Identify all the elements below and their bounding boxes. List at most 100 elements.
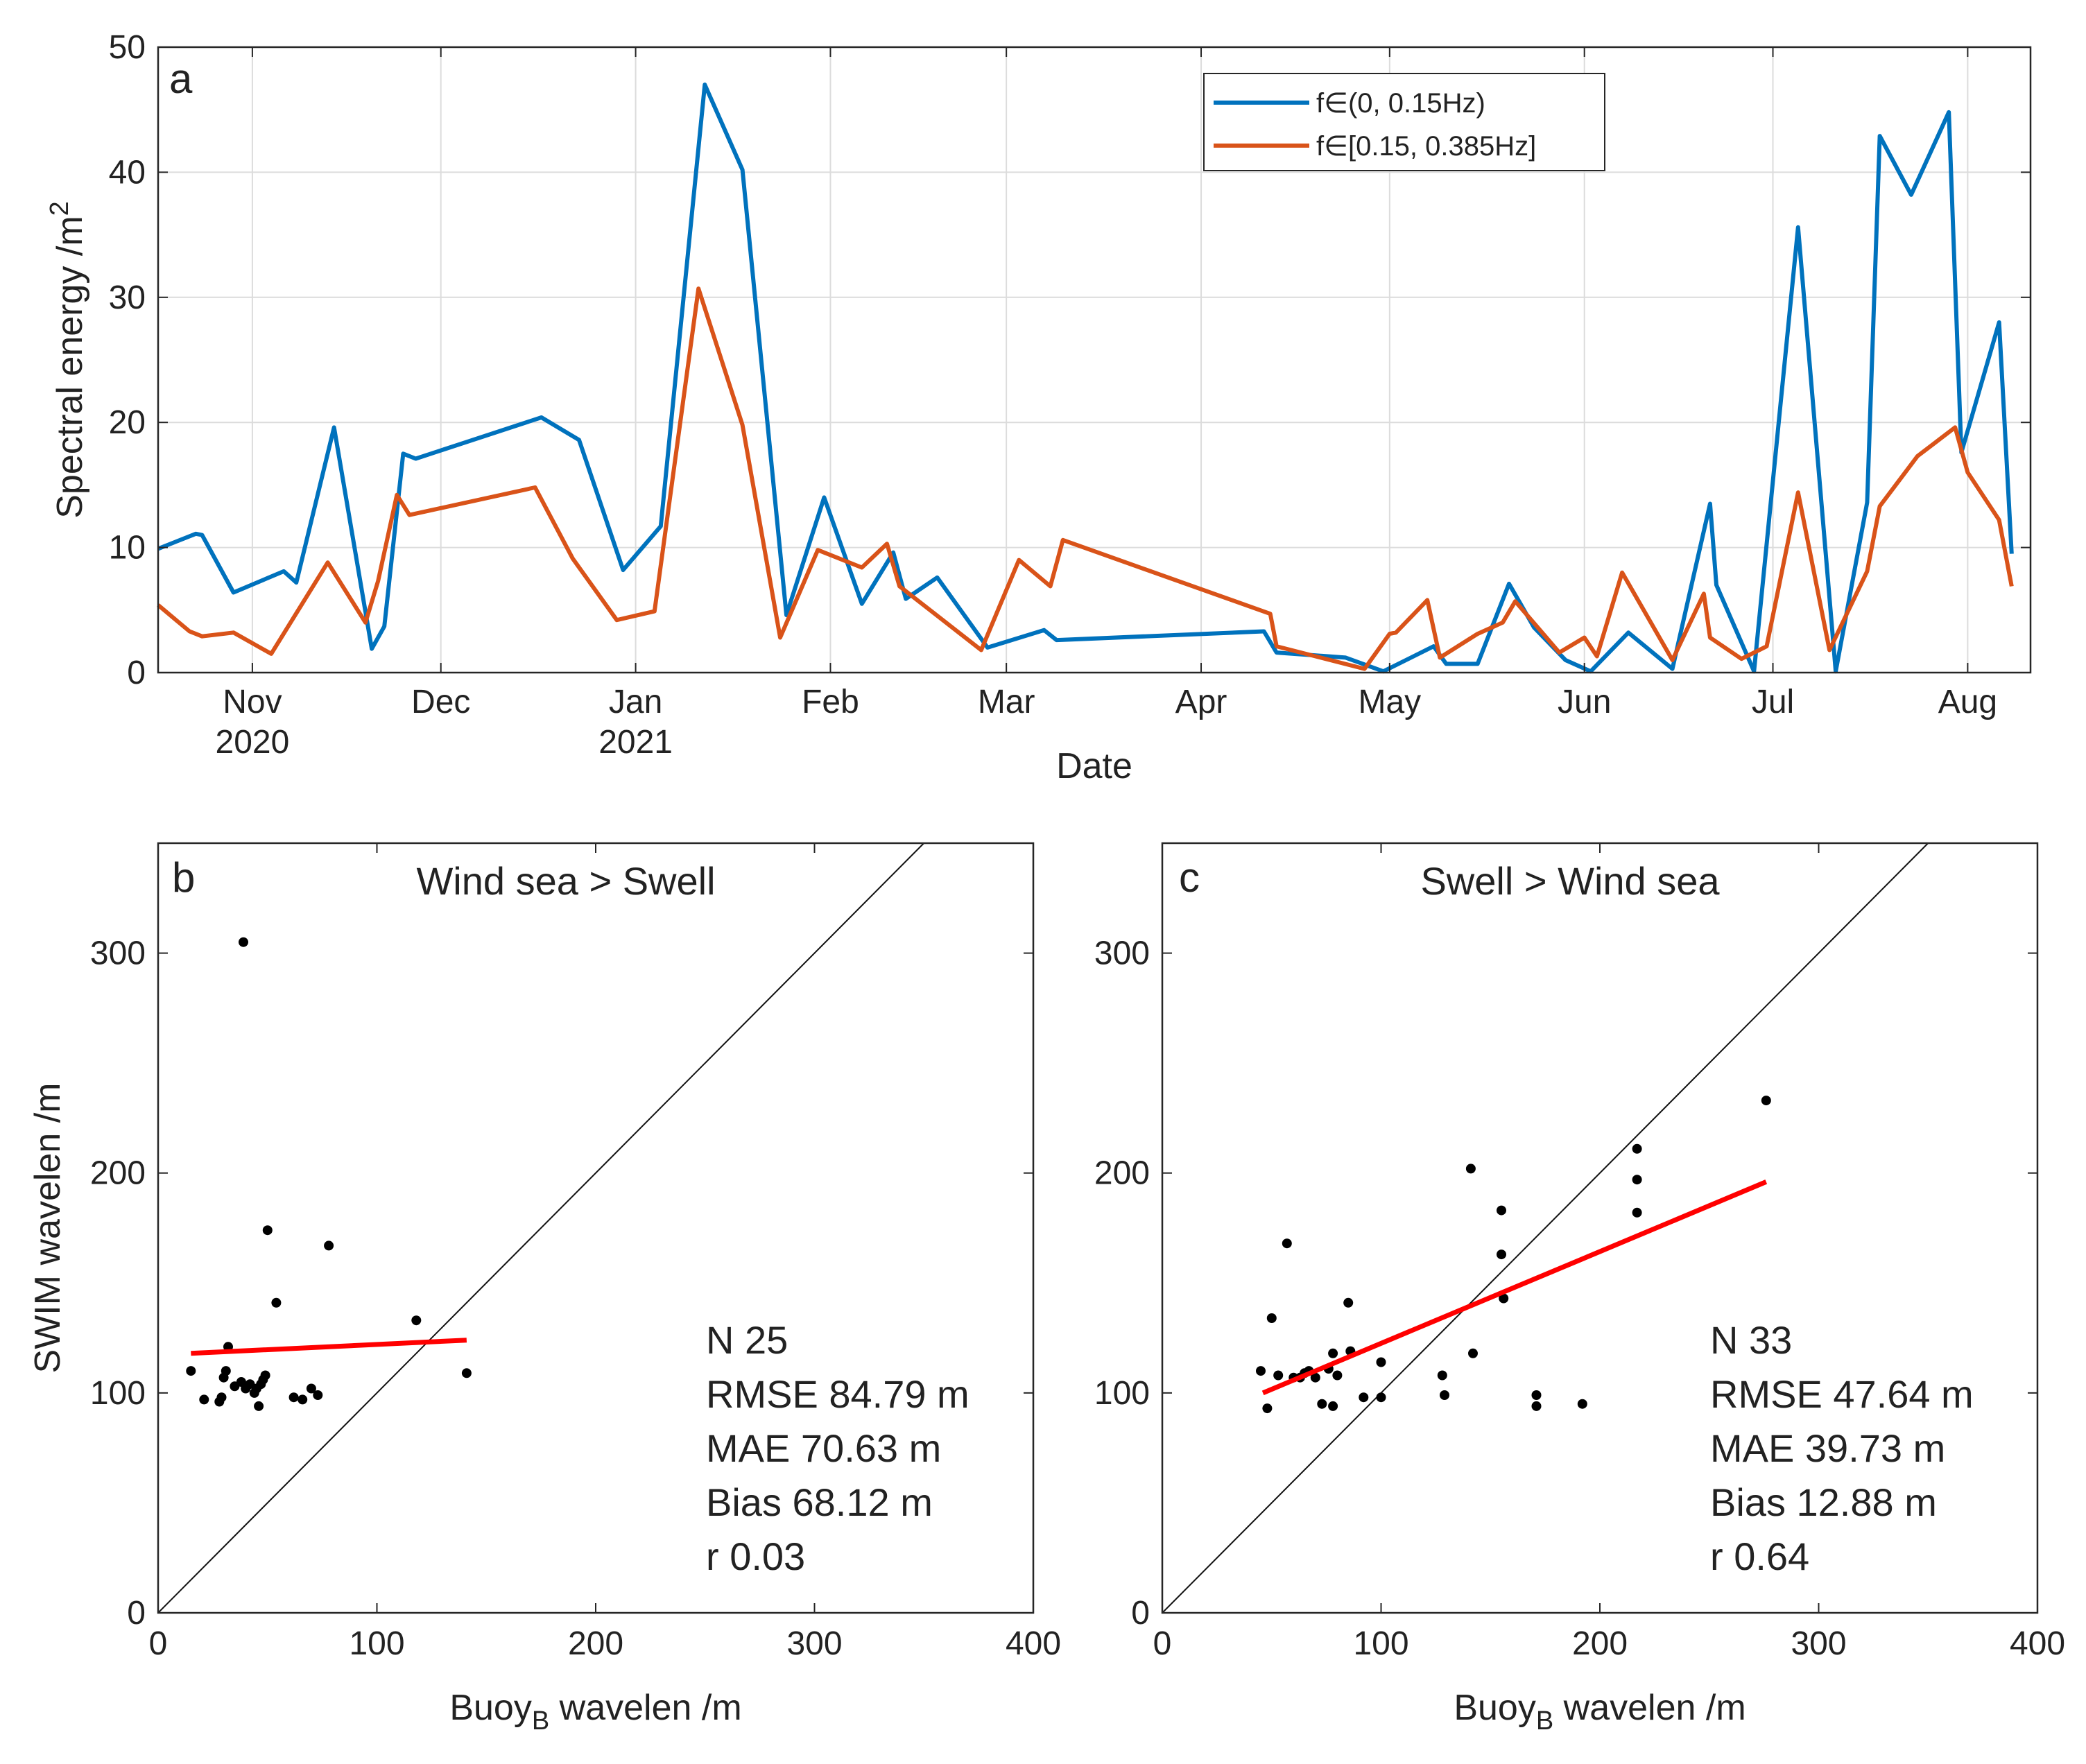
panel-b-tick-label-y: 200 bbox=[90, 1155, 146, 1192]
panel-b-tick-label-x: 400 bbox=[1006, 1625, 1061, 1662]
panel-c-ticks: 0 100 200 300 400 0 100 200 300 bbox=[1094, 843, 2065, 1662]
panel-c-scatter-point-2 bbox=[1266, 1313, 1277, 1323]
panel-b-identity-line bbox=[157, 842, 924, 1614]
panel-b-tick-label-y: 100 bbox=[90, 1375, 146, 1412]
panel-c-scatter-point-33 bbox=[1761, 1096, 1771, 1106]
panel-b-scatter-point-0 bbox=[186, 1366, 196, 1376]
panel-b-xlabel: BuoyB wavelen /m bbox=[449, 1688, 741, 1736]
panel-b-tick-label-y: 300 bbox=[90, 935, 146, 972]
panel-a-frame bbox=[157, 46, 2032, 674]
panel-b-scatter-point-3 bbox=[216, 1392, 227, 1403]
panel-c-scatter: 0 100 200 300 400 0 100 200 300 c Swell > Wind s… bbox=[1094, 842, 2065, 1736]
panel-b-stat-n: N 25 bbox=[706, 1318, 788, 1362]
panel-a-xlabel: Date bbox=[1056, 746, 1132, 786]
panel-c-tick-label-x: 200 bbox=[1572, 1625, 1628, 1662]
panel-c-scatter-point-22 bbox=[1465, 1164, 1476, 1174]
panel-c-scatter-point-32 bbox=[1632, 1207, 1642, 1218]
tick-label-y: 20 bbox=[109, 404, 146, 441]
panel-a-time-series: 0 10 20 30 40 50 Nov 2020 Dec Jan 2021 Feb Mar Apr May… bbox=[45, 29, 2032, 786]
legend-box bbox=[1203, 73, 1605, 171]
panel-b-scatter-point-20 bbox=[288, 1392, 299, 1403]
panel-b-tick-label-y: 0 bbox=[127, 1595, 146, 1632]
panel-b-ylabel: SWIM wavelen /m bbox=[28, 1083, 68, 1374]
panel-a-letter: a bbox=[169, 55, 193, 102]
panel-c-scatter-point-23 bbox=[1468, 1348, 1478, 1358]
panel-c-xlabel: BuoyB wavelen /m bbox=[1454, 1688, 1745, 1736]
panel-c-tick-label-y: 200 bbox=[1094, 1155, 1150, 1192]
panel-c-tick-label-y: 300 bbox=[1094, 935, 1150, 972]
panel-c-scatter-point-30 bbox=[1632, 1143, 1642, 1154]
panel-c-scatter-point-18 bbox=[1376, 1392, 1386, 1403]
panel-c-scatter-point-25 bbox=[1497, 1250, 1506, 1260]
panel-c-scatter-point-9 bbox=[1310, 1372, 1320, 1383]
panel-b-scatter-point-1 bbox=[199, 1394, 209, 1405]
panel-c-tick-label-x: 100 bbox=[1353, 1625, 1408, 1662]
panel-b-tick-label-x: 300 bbox=[786, 1625, 842, 1662]
panel-c-scatter-point-1 bbox=[1262, 1403, 1273, 1414]
panel-b-stat-r: r 0.03 bbox=[706, 1534, 805, 1578]
tick-label-x: May bbox=[1358, 684, 1421, 720]
tick-label-x: Aug bbox=[1938, 684, 1997, 720]
panel-c-title: Swell > Wind sea bbox=[1420, 859, 1720, 903]
panel-c-identity-line bbox=[1162, 842, 1929, 1614]
panel-c-stat-rmse: RMSE 47.64 m bbox=[1710, 1372, 1974, 1416]
panel-c-tick-label-y: 0 bbox=[1131, 1595, 1150, 1632]
panel-c-stat-bias: Bias 12.88 m bbox=[1710, 1480, 1937, 1524]
panel-a-grid bbox=[158, 46, 2031, 673]
panel-c-scatter-point-4 bbox=[1282, 1238, 1292, 1249]
panel-c-tick-label-x: 400 bbox=[2010, 1625, 2065, 1662]
panel-c-scatter-point-13 bbox=[1328, 1401, 1338, 1411]
tick-label-x: Nov bbox=[223, 684, 282, 720]
panel-c-scatter-point-3 bbox=[1273, 1370, 1284, 1381]
panel-b-scatter-point-13 bbox=[254, 1401, 264, 1411]
panel-b-stats: N 25 RMSE 84.79 m MAE 70.63 m Bias 68.12… bbox=[706, 1318, 969, 1578]
panel-b-tick-label-x: 0 bbox=[149, 1625, 168, 1662]
panel-b-scatter-point-17 bbox=[239, 937, 248, 947]
tick-label-year: 2021 bbox=[598, 724, 673, 761]
tick-label-y: 50 bbox=[109, 29, 146, 66]
panel-c-scatter-point-0 bbox=[1256, 1366, 1266, 1376]
panel-c-scatter-point-10 bbox=[1317, 1399, 1327, 1409]
panel-c-stats: N 33 RMSE 47.64 m MAE 39.73 m Bias 12.88… bbox=[1710, 1318, 1974, 1578]
tick-label-x: Apr bbox=[1175, 684, 1227, 720]
panel-c-letter: c bbox=[1179, 854, 1200, 901]
tick-label-x: Jun bbox=[1558, 684, 1611, 720]
panel-b-stat-bias: Bias 68.12 m bbox=[706, 1480, 933, 1524]
panel-c-tick-label-x: 0 bbox=[1153, 1625, 1172, 1662]
panel-b-fit-line bbox=[191, 1338, 467, 1356]
panel-b-tick-label-x: 200 bbox=[568, 1625, 623, 1662]
panel-c-scatter-point-21 bbox=[1440, 1390, 1449, 1400]
panel-c-scatter-point-27 bbox=[1531, 1390, 1542, 1400]
panel-b-title: Wind sea > Swell bbox=[416, 859, 715, 903]
panel-c-stat-r: r 0.64 bbox=[1710, 1534, 1809, 1578]
panel-c-tick-label-x: 300 bbox=[1791, 1625, 1846, 1662]
panel-b-ticks: 0 100 200 300 400 0 100 200 300 bbox=[90, 843, 1061, 1662]
panel-c-scatter-point-24 bbox=[1497, 1205, 1506, 1216]
panel-c-stat-n: N 33 bbox=[1710, 1318, 1792, 1362]
tick-label-y: 40 bbox=[109, 154, 146, 191]
panel-a-series bbox=[157, 83, 2014, 674]
legend-label-high-freq: f∈[0.15, 0.385Hz] bbox=[1316, 131, 1536, 162]
panel-c-scatter-point-19 bbox=[1376, 1357, 1386, 1367]
panel-b-scatter-point-24 bbox=[324, 1240, 334, 1251]
panel-b-scatter-point-26 bbox=[461, 1368, 472, 1378]
panel-c-plot bbox=[1162, 842, 1929, 1614]
legend-label-low-freq: f∈(0, 0.15Hz) bbox=[1316, 88, 1485, 119]
panel-c-scatter-point-12 bbox=[1328, 1348, 1338, 1358]
panel-b-tick-label-x: 100 bbox=[349, 1625, 404, 1662]
panel-b-scatter-point-18 bbox=[262, 1225, 273, 1236]
panel-b-scatter-point-19 bbox=[271, 1297, 282, 1308]
tick-label-x: Jan bbox=[609, 684, 662, 720]
tick-label-x: Feb bbox=[802, 684, 859, 720]
tick-label-x: Jul bbox=[1752, 684, 1794, 720]
panel-a-ticks: 0 10 20 30 40 50 Nov 2020 Dec Jan 2021 Feb Mar Apr May… bbox=[109, 29, 2031, 761]
tick-label-year: 2020 bbox=[216, 724, 290, 761]
panel-b-scatter-point-16 bbox=[260, 1370, 270, 1381]
tick-label-y: 10 bbox=[109, 530, 146, 567]
panel-b-scatter-point-5 bbox=[221, 1366, 231, 1376]
series-line-low-freq bbox=[157, 83, 2014, 674]
panel-a-legend: f∈(0, 0.15Hz) f∈[0.15, 0.385Hz] bbox=[1203, 73, 1605, 171]
panel-b-stat-rmse: RMSE 84.79 m bbox=[706, 1372, 969, 1416]
panel-b-stat-mae: MAE 70.63 m bbox=[706, 1426, 941, 1470]
